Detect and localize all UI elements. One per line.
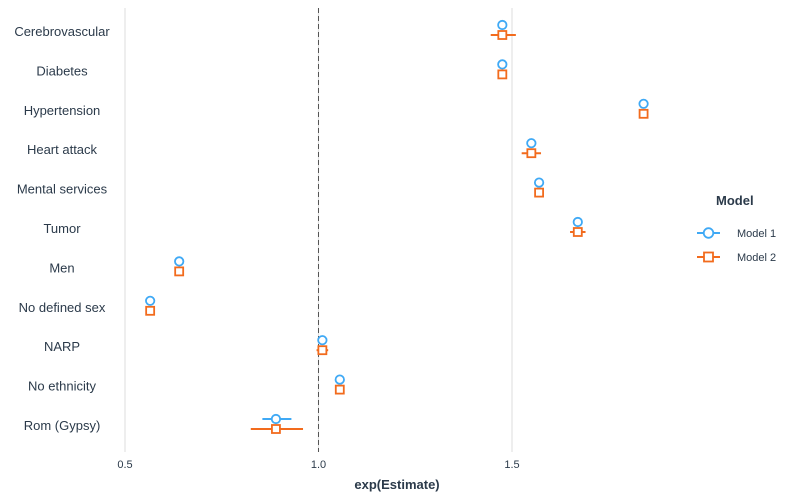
x-tick-labels: 0.5 1.0 1.5: [117, 459, 519, 471]
category-label: Heart attack: [27, 142, 98, 157]
x-tick-label: 1.5: [504, 459, 519, 471]
point-model-2: [497, 30, 508, 40]
point-model-2: [317, 345, 328, 356]
legend-label: Model 2: [737, 252, 776, 264]
category-label: Men: [49, 260, 74, 275]
x-tick-label: 0.5: [117, 459, 132, 471]
legend: Model Model 1 Model 2: [697, 193, 776, 264]
point-model-2: [572, 227, 583, 237]
point-model-1: [270, 413, 282, 425]
category-label: Mental services: [17, 182, 108, 197]
category-label: Cerebrovascular: [14, 24, 110, 39]
point-model-1: [526, 138, 537, 149]
point-model-2: [145, 305, 156, 316]
x-axis-title: exp(Estimate): [354, 477, 439, 492]
point-model-2: [334, 384, 345, 395]
category-label: Rom (Gypsy): [24, 418, 101, 433]
point-model-1: [572, 216, 583, 228]
point-model-1: [638, 98, 649, 109]
point-model-2: [534, 187, 544, 198]
point-model-1: [145, 295, 156, 306]
category-label: NARP: [44, 339, 80, 354]
point-model-1: [497, 19, 508, 31]
category-label: Tumor: [43, 221, 81, 236]
category-label: Diabetes: [36, 63, 88, 78]
point-model-1: [317, 335, 328, 346]
legend-label: Model 1: [737, 228, 776, 240]
point-model-1: [497, 59, 508, 70]
data-marks: [145, 19, 649, 434]
category-label: Hypertension: [24, 103, 101, 118]
point-model-2: [497, 69, 508, 80]
legend-items: Model 1 Model 2: [697, 227, 776, 264]
point-model-2: [271, 424, 281, 434]
x-tick-label: 1.0: [311, 459, 326, 471]
point-model-1: [174, 256, 185, 267]
point-model-2: [526, 148, 537, 159]
category-label: No ethnicity: [28, 379, 96, 394]
point-model-1: [533, 177, 545, 188]
legend-title: Model: [716, 193, 754, 208]
legend-key-circle: [702, 227, 715, 239]
category-labels: Cerebrovascular Diabetes Hypertension Heart…: [14, 24, 110, 433]
category-label: No defined sex: [19, 300, 106, 315]
point-model-2: [174, 266, 185, 277]
legend-key-square: [703, 251, 714, 263]
point-model-2: [638, 108, 649, 119]
point-model-1: [334, 374, 345, 385]
